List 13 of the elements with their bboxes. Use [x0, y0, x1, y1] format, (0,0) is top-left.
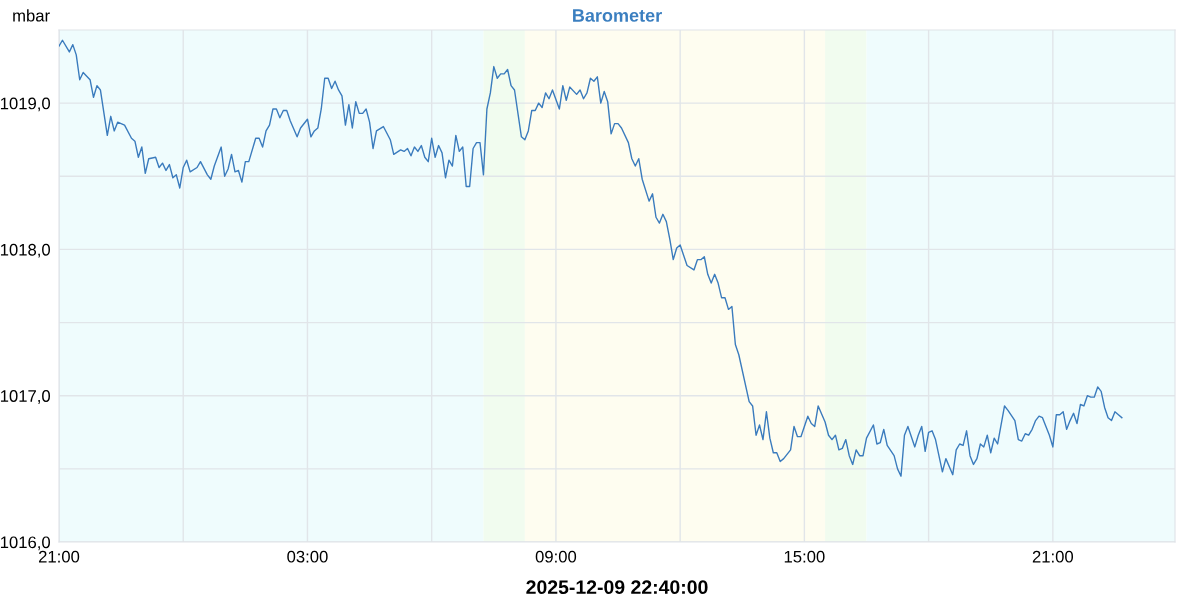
y-tick-label: 1018,0 [0, 243, 51, 258]
y-tick-label: 1019,0 [0, 97, 51, 112]
x-axis-title: 2025-12-09 22:40:00 [526, 580, 708, 595]
y-tick-label: 1017,0 [0, 390, 51, 404]
x-tick-label: 09:00 [535, 550, 577, 563]
x-tick-label: 21:00 [38, 550, 80, 563]
y-tick-label: 1016,0 [0, 536, 51, 551]
x-tick-label: 21:00 [1032, 550, 1074, 563]
line-series [59, 39, 1123, 477]
chart-title: Barometer [573, 9, 662, 22]
y-axis-title: mbar [13, 9, 50, 22]
x-tick-label: 03:00 [287, 550, 328, 563]
x-tick-label: 15:00 [784, 550, 825, 563]
